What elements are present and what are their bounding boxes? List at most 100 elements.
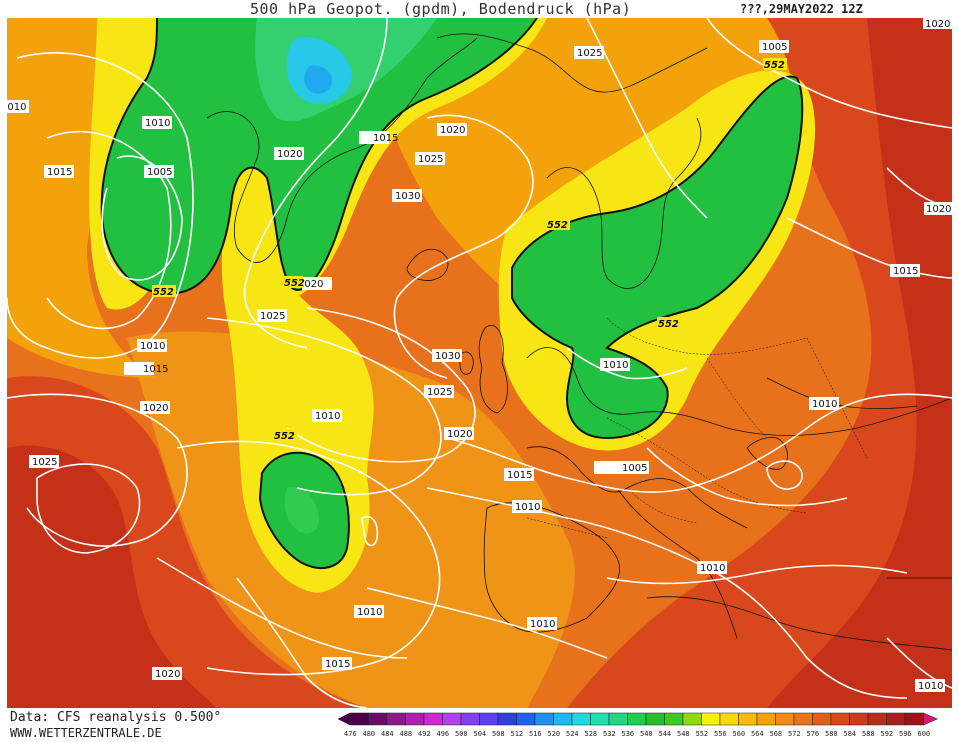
isobar-label: 1010 <box>142 116 172 129</box>
scale-arrow-right <box>923 712 939 726</box>
svg-text:1015: 1015 <box>47 167 72 178</box>
isobar-label: 1010 <box>312 409 342 422</box>
isobar-label: 1030 <box>392 189 422 202</box>
scale-swatch <box>664 712 684 726</box>
svg-text:1025: 1025 <box>32 457 57 468</box>
svg-text:1020: 1020 <box>926 204 951 215</box>
isobar-label: 1025 <box>574 46 604 59</box>
scale-swatch <box>423 712 443 726</box>
svg-text:1010: 1010 <box>530 619 555 630</box>
isobar-label: 1030 <box>432 349 462 362</box>
svg-text:1010: 1010 <box>700 563 725 574</box>
svg-text:1015: 1015 <box>143 364 168 375</box>
isobar-label: 1015 <box>890 264 920 277</box>
low-greenland-eye <box>304 65 332 94</box>
isobar-label: 1005 <box>619 461 649 474</box>
scale-tick-label: 528 <box>585 730 598 738</box>
isobar-label: 1010 <box>512 500 542 513</box>
scale-swatch <box>553 712 573 726</box>
scale-arrow-left <box>337 712 351 726</box>
scale-swatch <box>405 712 425 726</box>
svg-text:552: 552 <box>153 287 174 298</box>
isobar-label: 1025 <box>424 385 454 398</box>
geopot-label: 552 <box>273 429 297 442</box>
isobar-label: 1020 <box>298 277 332 290</box>
scale-tick-label: 480 <box>363 730 376 738</box>
isobar-label: 1015 <box>322 657 352 670</box>
scale-swatch <box>738 712 758 726</box>
svg-text:1025: 1025 <box>260 311 285 322</box>
scale-swatch <box>386 712 406 726</box>
scale-swatch <box>701 712 721 726</box>
geopot-label-layer: 552 552 552 552 552 552 <box>152 58 787 442</box>
svg-text:1005: 1005 <box>762 42 787 53</box>
site-url: WWW.WETTERZENTRALE.DE <box>10 726 162 740</box>
isobar-label: 1015 <box>124 362 168 375</box>
scale-swatch <box>516 712 536 726</box>
scale-tick-label: 552 <box>696 730 709 738</box>
low-atlantic-core <box>284 487 319 534</box>
isobar-label: 1005 <box>759 40 789 53</box>
isobar-label: 1010 <box>915 679 945 692</box>
orange-band-west <box>7 18 157 378</box>
geopot-label: 552 <box>763 58 787 71</box>
svg-text:1015: 1015 <box>373 133 398 144</box>
scale-tick-label: 576 <box>807 730 820 738</box>
scale-swatch <box>775 712 795 726</box>
svg-text:1025: 1025 <box>577 48 602 59</box>
scale-tick-label: 532 <box>603 730 616 738</box>
scale-tick-label: 580 <box>825 730 838 738</box>
svg-text:1030: 1030 <box>395 191 420 202</box>
scale-swatch <box>756 712 776 726</box>
run-date: ???,29MAY2022 12Z <box>740 2 863 16</box>
scale-tick-label: 572 <box>788 730 801 738</box>
color-scale: 476 480 484 488 492 496 500 504 508 512 516 520 524 5… <box>337 712 939 738</box>
scale-swatch <box>793 712 813 726</box>
weather-map: 1015 1025 1005 1020 1020 1025 1030 1010 … <box>7 18 952 708</box>
scale-swatch <box>442 712 462 726</box>
svg-text:552: 552 <box>274 431 295 442</box>
scale-tick-label: 508 <box>492 730 505 738</box>
isobar-label: 1010 <box>137 339 167 352</box>
svg-text:1010: 1010 <box>140 341 165 352</box>
isobar-label: 1020 <box>923 18 952 30</box>
data-source: Data: CFS reanalysis 0.500° <box>10 710 222 725</box>
map-title: 500 hPa Geopot. (gpdm), Bodendruck (hPa) <box>250 0 632 18</box>
isobar-label: 1010 <box>600 358 630 371</box>
isobars <box>7 18 952 708</box>
scale-tick-label: 476 <box>344 730 357 738</box>
scale-swatch <box>349 712 369 726</box>
svg-text:552: 552 <box>284 278 305 289</box>
isobar-label-layer: 1015 1025 1005 1020 1020 1025 1030 1010 … <box>7 18 952 692</box>
svg-text:1010: 1010 <box>603 360 628 371</box>
scale-tick-label: 568 <box>770 730 783 738</box>
svg-text:1020: 1020 <box>925 19 950 30</box>
svg-text:1020: 1020 <box>143 403 168 414</box>
isobar-label: 1010 <box>7 100 29 113</box>
svg-text:1010: 1010 <box>918 681 943 692</box>
svg-text:1015: 1015 <box>507 470 532 481</box>
scale-swatch <box>830 712 850 726</box>
warm-region-east <box>567 18 952 708</box>
geopot-label: 552 <box>657 317 681 330</box>
scale-swatch <box>849 712 869 726</box>
isobar-label: 1020 <box>924 202 952 215</box>
scale-tick-label: 504 <box>474 730 487 738</box>
geopot-label: 552 <box>152 285 176 298</box>
isobar-label: 1015 <box>359 131 398 144</box>
scale-swatch <box>867 712 887 726</box>
svg-text:1005: 1005 <box>622 463 647 474</box>
scale-swatch <box>608 712 628 726</box>
svg-text:1010: 1010 <box>515 502 540 513</box>
svg-text:1020: 1020 <box>298 279 323 290</box>
isobar-label: 1015 <box>504 468 534 481</box>
scale-tick-label: 536 <box>622 730 635 738</box>
scale-tick-label: 584 <box>844 730 857 738</box>
scale-tick-label: 484 <box>381 730 394 738</box>
svg-text:1030: 1030 <box>435 351 460 362</box>
coastlines <box>206 33 952 651</box>
scale-tick-label: 600 <box>918 730 931 738</box>
scale-tick-label: 592 <box>881 730 894 738</box>
svg-text:552: 552 <box>547 220 568 231</box>
scale-swatch <box>497 712 517 726</box>
